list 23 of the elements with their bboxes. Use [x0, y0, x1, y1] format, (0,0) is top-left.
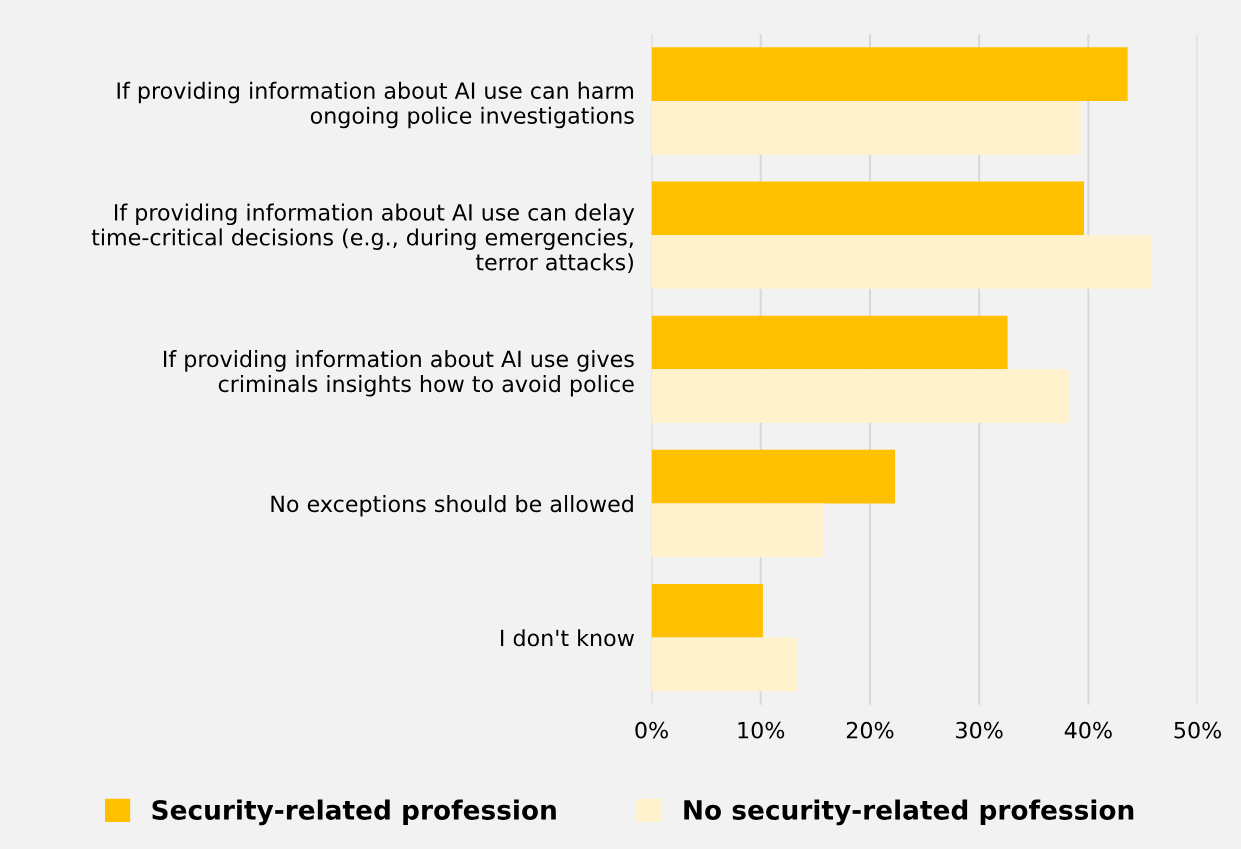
y-tick-label: If providing information about AI use gives criminals insights how to avoid police [164, 350, 634, 397]
x-tick-label: 10% [738, 721, 785, 739]
y-tick-label: If providing information about AI use can harm ongoing police investigations [117, 81, 634, 129]
legend-label: No security-related profession [684, 799, 1134, 826]
x-tick-label: 40% [1064, 721, 1112, 739]
bar [651, 369, 1069, 423]
bar [651, 47, 1128, 102]
bar [651, 181, 1084, 236]
y-tick-label: If providing information about AI use can delay time-critical decisions (e.g., during emergencies, terror attacks) [91, 203, 635, 274]
y-tick-label: No exceptions should be allowed [271, 495, 633, 517]
bar [651, 235, 1152, 289]
x-tick-label: 0% [635, 721, 668, 739]
bar [651, 637, 797, 692]
y-tick-label: I don't know [501, 629, 634, 647]
bar [651, 101, 1081, 155]
bar [651, 449, 896, 504]
x-tick-label: 20% [846, 721, 894, 739]
bar [651, 583, 763, 638]
x-tick-label: 30% [956, 721, 1003, 739]
bar [651, 503, 825, 558]
x-tick-label: 50% [1174, 721, 1222, 739]
bar [651, 315, 1008, 370]
legend-label: Security-related profession [152, 799, 556, 826]
